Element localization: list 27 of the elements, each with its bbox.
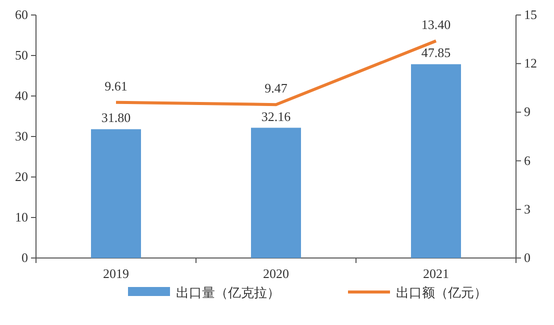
y-tick-label: 40 <box>15 88 28 103</box>
data-label: 47.85 <box>421 45 451 60</box>
data-label: 9.47 <box>264 80 288 96</box>
bar <box>91 129 141 258</box>
y-tick-label: 10 <box>15 210 28 224</box>
y2-tick-label: 0 <box>524 250 530 265</box>
legend-label: 出口额（亿元） <box>396 285 487 300</box>
y2-tick-label: 9 <box>524 104 530 120</box>
data-label: 31.80 <box>101 110 131 126</box>
bar <box>411 64 461 258</box>
y2-tick-label: 12 <box>524 56 537 71</box>
y2-tick-label: 3 <box>524 201 530 216</box>
data-label: 13.40 <box>421 16 451 32</box>
y-tick-label: 60 <box>15 7 28 22</box>
x-tick-label: 2019 <box>103 266 129 281</box>
y-tick-label: 20 <box>15 169 28 184</box>
y-tick-label: 0 <box>22 250 28 265</box>
y2-tick-label: 6 <box>524 152 531 168</box>
legend-label: 出口量（亿克拉） <box>176 285 280 300</box>
x-tick-label: 2021 <box>423 266 449 281</box>
data-label: 32.16 <box>261 108 292 124</box>
y-tick-label: 30 <box>15 128 28 144</box>
y2-tick-label: 15 <box>524 7 537 22</box>
y-tick-label: 50 <box>15 48 28 62</box>
data-label: 9.61 <box>104 78 128 94</box>
x-tick-label: 2020 <box>263 266 289 281</box>
bar <box>251 128 301 258</box>
